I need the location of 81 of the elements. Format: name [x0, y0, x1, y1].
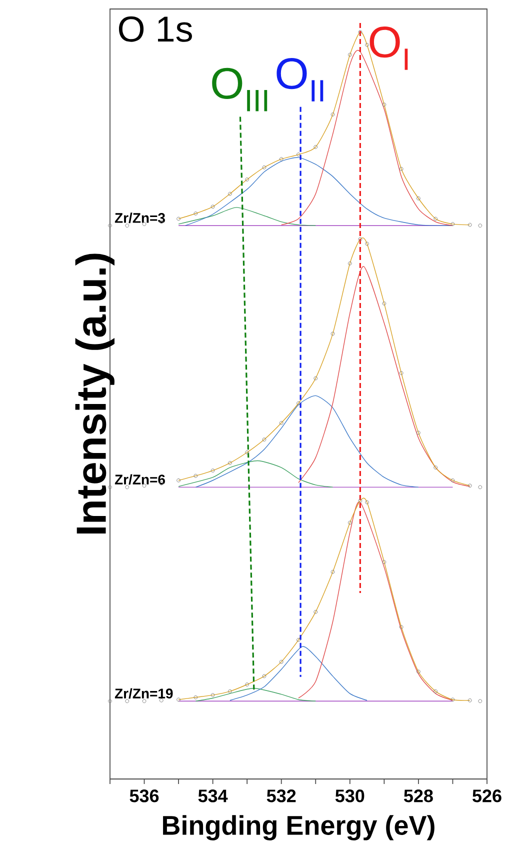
point	[358, 237, 362, 242]
point	[468, 222, 472, 227]
series-label: Zr/Zn=19	[114, 688, 173, 699]
point	[108, 224, 112, 228]
point	[279, 420, 284, 425]
point	[262, 165, 266, 170]
x-tick-label: 528	[404, 790, 433, 802]
point	[468, 484, 472, 488]
x-tick-label: 534	[198, 790, 228, 802]
point	[478, 485, 482, 490]
point	[358, 30, 362, 34]
point	[279, 660, 284, 664]
series-label: O$_{II}$	[276, 58, 324, 102]
series-label: Zr/Zn=3	[114, 212, 165, 224]
point	[125, 485, 130, 490]
annotation: O 1s	[118, 16, 192, 42]
point	[365, 242, 369, 246]
point	[210, 693, 215, 698]
point	[348, 52, 352, 57]
point	[296, 401, 300, 406]
point	[262, 438, 266, 442]
point	[330, 112, 335, 116]
x-tick-label: 532	[266, 790, 296, 802]
point	[416, 196, 420, 200]
point	[194, 695, 198, 700]
point	[382, 302, 386, 306]
point	[330, 570, 335, 574]
point	[382, 560, 386, 564]
point	[416, 430, 420, 435]
point	[399, 625, 404, 629]
x-axis-title: Bingding Energy (eV)	[163, 815, 434, 840]
point	[478, 699, 482, 704]
series-label: Zr/Zn=6	[114, 474, 165, 485]
point	[262, 674, 266, 678]
point	[314, 376, 318, 380]
point	[450, 222, 455, 226]
point	[434, 216, 438, 221]
series-label: O$_{III}$	[212, 68, 268, 112]
point	[108, 699, 112, 704]
point	[279, 157, 284, 162]
point	[478, 224, 482, 228]
point	[245, 682, 250, 686]
point	[348, 261, 352, 266]
point	[365, 42, 369, 47]
point	[245, 450, 250, 454]
point	[434, 689, 438, 694]
point	[314, 145, 318, 149]
point	[125, 224, 130, 228]
point	[228, 689, 232, 694]
point	[228, 192, 232, 196]
point	[296, 152, 300, 156]
point	[416, 670, 420, 674]
x-tick-label: 526	[472, 790, 502, 802]
point	[358, 498, 362, 503]
point	[194, 474, 198, 478]
point	[176, 478, 180, 482]
point	[245, 178, 250, 182]
point	[176, 698, 180, 702]
y-axis-title: Intensity (a.u.)	[75, 254, 114, 534]
point	[450, 698, 455, 702]
point	[399, 166, 404, 171]
point	[348, 520, 352, 525]
point	[330, 332, 335, 336]
point	[314, 610, 318, 614]
point	[399, 371, 404, 375]
x-tick-label: 536	[130, 790, 159, 802]
point	[176, 216, 180, 221]
point	[450, 478, 455, 482]
point	[468, 698, 472, 702]
point	[210, 204, 215, 209]
series-label: O$_{I}$	[370, 26, 408, 70]
point	[228, 461, 232, 465]
point	[210, 468, 215, 472]
point	[296, 638, 300, 642]
x-tick-label: 530	[335, 790, 364, 802]
point	[434, 466, 438, 470]
point	[142, 699, 146, 704]
point	[365, 500, 369, 504]
point	[125, 699, 130, 704]
point	[382, 102, 386, 107]
point	[194, 212, 198, 216]
